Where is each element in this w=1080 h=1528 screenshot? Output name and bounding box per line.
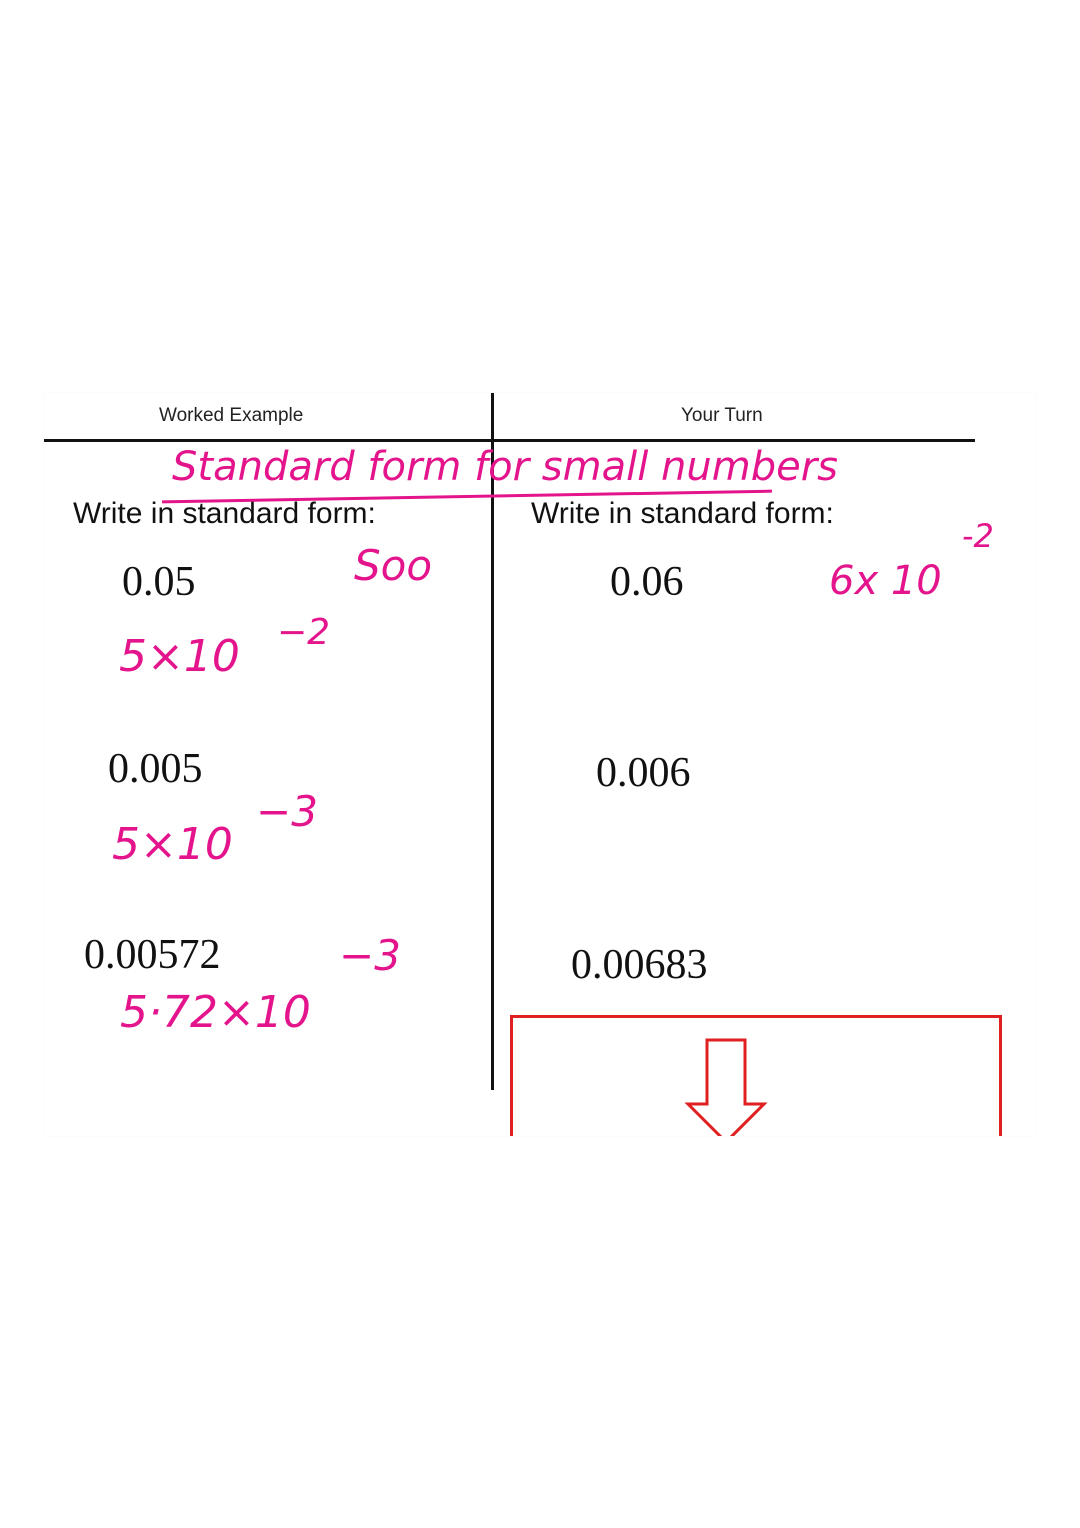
handwritten-title: Standard form for small numbers bbox=[172, 444, 838, 490]
left-number-3: 0.00572 bbox=[84, 932, 221, 978]
right-number-3: 0.00683 bbox=[571, 942, 708, 988]
down-arrow-icon bbox=[684, 1038, 768, 1136]
left-answer-1: 5×10 bbox=[119, 631, 240, 682]
left-prompt: Write in standard form: bbox=[73, 497, 376, 530]
header-divider bbox=[44, 439, 975, 442]
left-answer-2: 5×10 bbox=[112, 819, 233, 870]
right-number-2: 0.006 bbox=[596, 750, 691, 796]
column-divider bbox=[491, 393, 494, 1090]
right-exponent-1: -2 bbox=[962, 517, 994, 555]
right-answer-1: 6x 10 bbox=[829, 558, 942, 604]
left-answer-3: 5·72×10 bbox=[120, 987, 311, 1038]
right-number-1: 0.06 bbox=[610, 559, 684, 605]
left-exponent-2: −3 bbox=[256, 787, 318, 836]
left-number-2: 0.005 bbox=[108, 746, 203, 792]
worksheet-slide: Worked Example Your Turn Write in standa… bbox=[44, 393, 1036, 1136]
red-box bbox=[510, 1015, 1002, 1136]
left-number-1: 0.05 bbox=[122, 559, 196, 605]
left-exponent-3: −3 bbox=[339, 931, 401, 980]
left-note: Soo bbox=[354, 541, 433, 590]
header-worked-example: Worked Example bbox=[159, 405, 304, 426]
left-exponent-1: −2 bbox=[277, 612, 331, 653]
right-prompt: Write in standard form: bbox=[531, 497, 834, 530]
header-your-turn: Your Turn bbox=[681, 405, 763, 426]
